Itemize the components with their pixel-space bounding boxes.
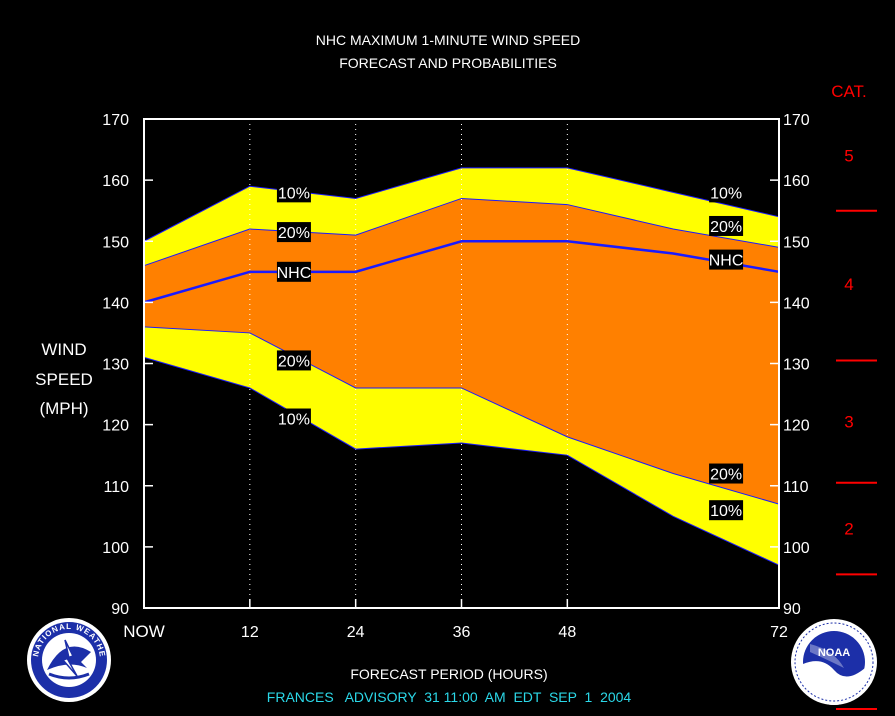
line-label-bg: [709, 500, 744, 521]
series-line: [143, 197, 780, 267]
series-lines: [143, 167, 780, 566]
line-label-bg: [276, 182, 311, 203]
line-label: 10%: [278, 412, 310, 429]
nws-logo: NATIONAL WEATHER SERVICE: [27, 618, 111, 702]
y-tick-label-right: 130: [783, 357, 810, 374]
line-label-bg: [709, 182, 744, 203]
series-line: [143, 326, 780, 505]
chart-title-line1: NHC MAXIMUM 1-MINUTE WIND SPEED: [316, 32, 580, 48]
line-label: 20%: [278, 353, 310, 370]
y-axis-label-line3: (MPH): [39, 399, 88, 418]
y-tick-label-right: 90: [783, 601, 801, 618]
x-axis-label: FORECAST PERIOD (HOURS): [350, 666, 547, 682]
x-axis-ticks: NOW 12 24 36 48 72: [123, 599, 788, 641]
series-line: [143, 240, 780, 304]
y-tick-label-right: 140: [783, 295, 810, 312]
line-label-bg: [276, 222, 311, 243]
y-tick-label-right: 160: [783, 173, 810, 190]
category-header: CAT.: [831, 82, 867, 101]
line-label: 20%: [710, 219, 742, 236]
line-label-bg: [709, 463, 744, 484]
y-tick-label-right: 100: [783, 540, 810, 557]
advisory-footer: FRANCES ADVISORY 31 11:00 AM EDT SEP 1 2…: [267, 689, 632, 705]
y-tick-label-left: 90: [111, 601, 129, 618]
line-labels: 10% 20% NHC 20% 10% 10% 20% NHC 20% 10%: [276, 182, 744, 521]
x-tick-label: 12: [241, 624, 259, 641]
category-label: 4: [844, 275, 853, 294]
x-tick-label: 24: [347, 624, 365, 641]
noaa-logo: NOAA: [791, 619, 877, 705]
x-tick-label: NOW: [123, 622, 165, 641]
line-label-bg: [276, 350, 311, 371]
y-tick-label-left: 150: [102, 234, 129, 251]
line-label: 10%: [710, 185, 742, 202]
series-line: [143, 356, 780, 566]
hurricane-categories: 5 4 3 2: [836, 147, 877, 710]
line-label: NHC: [709, 253, 744, 270]
chart-title-line2: FORECAST AND PROBABILITIES: [339, 55, 557, 71]
category-label: 3: [844, 413, 853, 432]
line-label: 20%: [710, 467, 742, 484]
y-axis-ticks: 90 90 100 100 110 110 120 120 130 130 140 140 150 150…: [102, 112, 810, 618]
category-label: 2: [844, 520, 853, 539]
y-axis-label-line2: SPEED: [35, 370, 93, 389]
y-tick-label-left: 130: [102, 357, 129, 374]
line-label-bg: [709, 215, 744, 236]
y-tick-label-right: 170: [783, 112, 810, 129]
line-label-bg: [709, 249, 744, 270]
y-tick-label-left: 120: [102, 418, 129, 435]
line-label: NHC: [277, 265, 312, 282]
y-tick-label-left: 140: [102, 295, 129, 312]
line-label: 20%: [278, 225, 310, 242]
y-tick-label-left: 160: [102, 173, 129, 190]
y-tick-label-left: 110: [103, 479, 129, 496]
x-tick-label: 36: [453, 624, 471, 641]
series-line: [143, 167, 780, 242]
y-tick-label-left: 100: [102, 540, 129, 557]
y-axis-label-line1: WIND: [41, 340, 86, 359]
line-label-bg: [276, 261, 311, 282]
line-label: 10%: [710, 503, 742, 520]
line-label-bg: [276, 408, 311, 429]
x-tick-label: 72: [770, 624, 788, 641]
y-tick-label-right: 110: [783, 479, 809, 496]
line-label: 10%: [278, 185, 310, 202]
noaa-logo-text: NOAA: [818, 647, 850, 659]
category-label: 5: [844, 147, 853, 166]
y-tick-label-right: 120: [783, 418, 810, 435]
y-tick-label-left: 170: [102, 112, 129, 129]
x-tick-label: 48: [558, 624, 576, 641]
y-tick-label-right: 150: [783, 234, 810, 251]
